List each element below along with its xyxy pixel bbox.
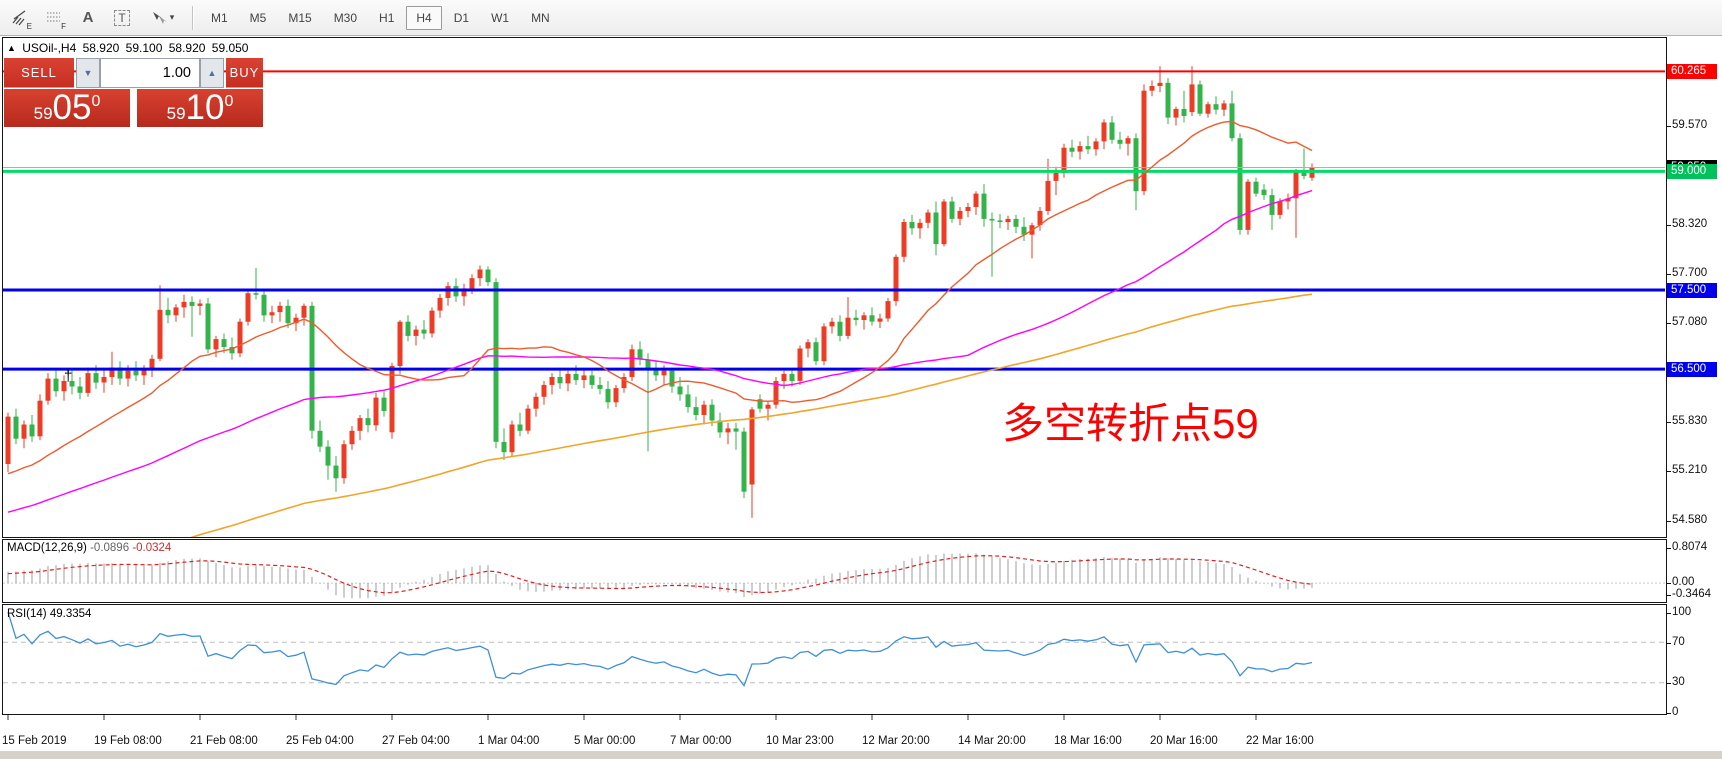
macd-axis-label: -0.3464: [1672, 588, 1712, 600]
rsi-axis-label: 0: [1672, 706, 1679, 718]
tf-m15[interactable]: M15: [288, 10, 312, 25]
price-tick-dash: [1666, 274, 1671, 275]
tf-m5[interactable]: M5: [249, 10, 267, 25]
ohlc-high: 59.100: [125, 41, 163, 55]
price-tick-label: 59.570: [1672, 119, 1708, 131]
time-axis-label: 7 Mar 00:00: [670, 735, 732, 747]
price-line-badge: 57.500: [1667, 283, 1717, 298]
rsi-tick-dash: [1666, 713, 1671, 714]
ohlc-close: 59.050: [211, 41, 249, 55]
sell-price-sup: 0: [91, 93, 101, 110]
sell-price[interactable]: 59 05 0: [4, 89, 130, 127]
price-tick-label: 54.580: [1672, 514, 1708, 526]
buy-price-small: 59: [166, 104, 186, 123]
time-axis-label: 5 Mar 00:00: [574, 735, 636, 747]
toolbar: E F A T ▾ M1 M5 M15 M30 H1 H4 D1 W1 MN: [0, 0, 1722, 36]
objects-icon[interactable]: ▾: [142, 5, 182, 31]
price-tick-dash: [1666, 126, 1671, 127]
sell-price-small: 59: [33, 104, 53, 123]
rsi-title: RSI(14): [7, 608, 47, 620]
macd-value-1: -0.0896: [90, 542, 130, 554]
tf-h4-active[interactable]: H4: [406, 5, 442, 30]
time-axis-label: 10 Mar 23:00: [766, 735, 834, 747]
price-tick-label: 57.080: [1672, 316, 1708, 328]
time-axis-label: 22 Mar 16:00: [1246, 735, 1314, 747]
sell-button[interactable]: SELL: [4, 58, 74, 88]
time-axis-label: 27 Feb 04:00: [382, 735, 450, 747]
time-axis: [0, 715, 1722, 751]
time-axis-label: 14 Mar 20:00: [958, 735, 1026, 747]
rsi-tick-dash: [1666, 613, 1671, 614]
volume-decrease-button[interactable]: ▼: [76, 58, 100, 88]
time-axis-label: 1 Mar 04:00: [478, 735, 540, 747]
macd-axis-label: 0.00: [1672, 576, 1695, 588]
buy-price[interactable]: 59 10 0: [137, 89, 263, 127]
price-tick-dash: [1666, 225, 1671, 226]
price-tick-dash: [1666, 323, 1671, 324]
rsi-tick-dash: [1666, 683, 1671, 684]
macd-axis-label: 0.8074: [1672, 541, 1708, 553]
ohlc-low: 58.920: [168, 41, 206, 55]
collapse-arrow-icon[interactable]: ▲: [7, 43, 16, 53]
sell-price-big: 05: [52, 88, 92, 127]
tf-m30[interactable]: M30: [333, 10, 358, 25]
one-click-trade-panel: SELL ▼ ▲ BUY 59 05 0 59 10 0: [4, 58, 263, 127]
buy-price-big: 10: [185, 88, 225, 127]
rsi-value: 49.3354: [49, 608, 92, 620]
macd-panel[interactable]: [2, 539, 1667, 603]
price-tick-label: 57.700: [1672, 267, 1708, 279]
tf-mn[interactable]: MN: [531, 10, 550, 25]
toolbar-separator: [192, 5, 193, 30]
time-axis-label: 15 Feb 2019: [2, 735, 67, 747]
rsi-axis-label: 30: [1672, 676, 1685, 688]
turning-point-note: 多空转折点59: [1002, 400, 1259, 447]
indicators-icon[interactable]: E: [6, 5, 34, 31]
time-axis-label: 18 Mar 16:00: [1054, 735, 1122, 747]
price-tick-label: 55.210: [1672, 464, 1708, 476]
ohlc-open: 58.920: [82, 41, 120, 55]
buy-button[interactable]: BUY: [226, 58, 263, 88]
text-label-icon[interactable]: A: [82, 9, 94, 26]
price-line-badge: 60.265: [1667, 64, 1717, 79]
macd-title: MACD(12,26,9): [7, 542, 87, 554]
macd-tick-dash: [1666, 548, 1671, 549]
rsi-axis-label: 100: [1672, 606, 1692, 618]
buy-price-sup: 0: [224, 93, 234, 110]
time-axis-label: 21 Feb 08:00: [190, 735, 258, 747]
macd-tick-dash: [1666, 595, 1671, 596]
tf-w1[interactable]: W1: [491, 10, 510, 25]
rsi-header: RSI(14) 49.3354: [7, 608, 91, 620]
price-line-badge: 59.000: [1667, 164, 1717, 179]
tf-h1[interactable]: H1: [379, 10, 395, 25]
cross-mark: †: [64, 368, 73, 385]
macd-value-2: -0.0324: [132, 542, 172, 554]
macd-tick-dash: [1666, 583, 1671, 584]
status-strip: [0, 751, 1722, 759]
symbol-title: USOil-,H4: [22, 41, 77, 55]
price-tick-dash: [1666, 422, 1671, 423]
time-axis-label: 25 Feb 04:00: [286, 735, 354, 747]
volume-input[interactable]: [100, 58, 200, 88]
tf-d1[interactable]: D1: [453, 10, 470, 25]
time-axis-label: 12 Mar 20:00: [862, 735, 930, 747]
rsi-tick-dash: [1666, 643, 1671, 644]
price-line-badge: 56.500: [1667, 362, 1717, 377]
macd-header: MACD(12,26,9) -0.0896 -0.0324: [7, 542, 171, 554]
time-axis-label: 20 Mar 16:00: [1150, 735, 1218, 747]
volume-increase-button[interactable]: ▲: [200, 58, 224, 88]
grid-icon[interactable]: F: [40, 5, 68, 31]
chart-header: ▲ USOil-,H4 58.920 59.100 58.920 59.050: [7, 41, 251, 55]
rsi-axis-label: 70: [1672, 636, 1685, 648]
price-tick-label: 58.320: [1672, 218, 1708, 230]
tf-m1[interactable]: M1: [211, 10, 228, 25]
price-tick-label: 55.830: [1672, 415, 1708, 427]
price-tick-dash: [1666, 471, 1671, 472]
time-axis-label: 19 Feb 08:00: [94, 735, 162, 747]
text-box-icon[interactable]: T: [108, 5, 136, 31]
price-tick-dash: [1666, 521, 1671, 522]
rsi-panel[interactable]: [2, 604, 1667, 715]
